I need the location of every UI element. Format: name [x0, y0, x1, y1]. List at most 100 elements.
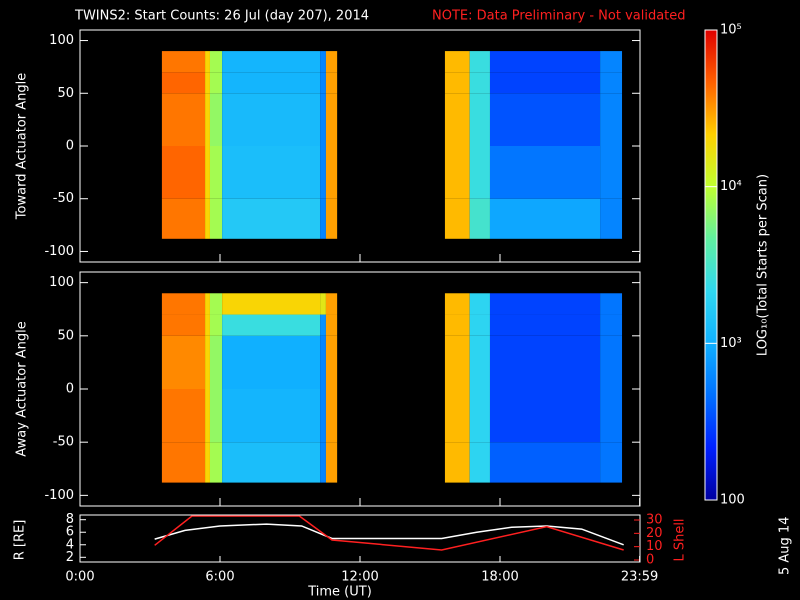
heatmap-cell: [205, 314, 210, 336]
colorbar-tick-label: 100: [720, 493, 745, 508]
heatmap-cell: [320, 335, 326, 389]
heatmap-cell: [444, 72, 470, 94]
y-tick-label: 6: [66, 525, 74, 540]
heatmap-cell: [222, 146, 321, 199]
heatmap-cell: [600, 442, 623, 483]
heatmap-cell: [320, 389, 326, 443]
heatmap-cell: [600, 51, 623, 73]
heatmap-cell: [222, 198, 321, 239]
heatmap-cell: [209, 314, 223, 336]
colorbar: [704, 29, 718, 501]
heatmap-cell: [444, 146, 470, 199]
heatmap-cell: [205, 72, 210, 94]
heatmap-cell: [209, 293, 223, 315]
heatmap-cell: [161, 293, 206, 315]
heatmap-cell: [222, 72, 321, 94]
heatmap-cell: [161, 335, 206, 389]
heatmap-cell: [161, 389, 206, 443]
y2-tick-label: 20: [646, 526, 663, 541]
heatmap-cell: [489, 198, 601, 239]
x-tick-label: 12:00: [341, 570, 378, 585]
heatmap-cell: [222, 389, 321, 443]
heatmap-cell: [320, 93, 326, 146]
heatmap-cell: [209, 198, 223, 239]
heatmap-cell: [209, 335, 223, 389]
heatmap-cell: [325, 93, 338, 146]
heatmap-cell: [325, 293, 338, 315]
heatmap-cell: [209, 93, 223, 146]
heatmap-cell: [469, 314, 490, 336]
heatmap-cell: [489, 93, 601, 146]
x-tick-label: 0:00: [65, 570, 94, 585]
heatmap-cell: [325, 198, 338, 239]
heatmap-cell: [161, 93, 206, 146]
heatmap-cell: [444, 198, 470, 239]
note: NOTE: Data Preliminary - Not validated: [432, 9, 686, 24]
heatmap-cell: [600, 146, 623, 199]
heatmap-cell: [222, 442, 321, 483]
heatmap-cell: [320, 72, 326, 94]
heatmap-cell: [489, 314, 601, 336]
heatmap-cell: [205, 51, 210, 73]
heatmap-cell: [209, 389, 223, 443]
heatmap-cell: [600, 72, 623, 94]
heatmap-cell: [325, 335, 338, 389]
y-tick-label: -50: [53, 435, 74, 450]
heatmap-cell: [320, 293, 326, 315]
heatmap-cell: [222, 335, 321, 389]
heatmap-cell: [222, 51, 321, 73]
heatmap-cell: [209, 146, 223, 199]
heatmap-cell: [469, 335, 490, 389]
colorbar-tick-label: 10⁵: [720, 23, 742, 38]
heatmap-cell: [222, 293, 321, 315]
y2-tick-label: 30: [646, 513, 663, 528]
heatmap-cell: [320, 198, 326, 239]
heatmap-cell: [600, 93, 623, 146]
heatmap-cell: [161, 442, 206, 483]
y-tick-label: 0: [66, 382, 74, 397]
heatmap-cell: [444, 51, 470, 73]
y-tick-label: 8: [66, 512, 74, 527]
heatmap-cell: [600, 389, 623, 443]
x-tick-label: 18:00: [481, 570, 518, 585]
heatmap-cell: [469, 72, 490, 94]
y-tick-label: 50: [57, 328, 74, 343]
heatmap-cell: [469, 442, 490, 483]
heatmap-cell: [161, 72, 206, 94]
heatmap-cell: [320, 442, 326, 483]
y-tick-label: 4: [66, 537, 74, 552]
heatmap-cell: [161, 51, 206, 73]
heatmap-cell: [320, 314, 326, 336]
colorbar-label: LOG₁₀(Total Starts per Scan): [756, 174, 771, 356]
heatmap-cell: [469, 93, 490, 146]
y-tick-label: 50: [57, 86, 74, 101]
heatmap-cell: [222, 314, 321, 336]
x-tick-label: 23:59: [621, 570, 658, 585]
y2-tick-label: 0: [646, 553, 654, 568]
orbit-line: [154, 515, 624, 551]
heatmap-cell: [205, 293, 210, 315]
heatmap-cell: [325, 51, 338, 73]
y-axis-label: Away Actuator Angle: [15, 321, 30, 456]
heatmap-cell: [444, 335, 470, 389]
heatmap-cell: [489, 389, 601, 443]
heatmap-cell: [489, 146, 601, 199]
y-tick-label: -100: [44, 488, 74, 503]
heatmap-cell: [325, 146, 338, 199]
heatmap-cell: [161, 198, 206, 239]
heatmap-cell: [469, 293, 490, 315]
heatmap-cell: [444, 442, 470, 483]
y-tick-label: -50: [53, 191, 74, 206]
heatmap-cell: [161, 146, 206, 199]
heatmap-cell: [325, 72, 338, 94]
heatmap-cell: [444, 293, 470, 315]
heatmap-cell: [205, 146, 210, 199]
heatmap-cell: [489, 293, 601, 315]
heatmap-cell: [325, 389, 338, 443]
heatmap-cell: [325, 442, 338, 483]
x-tick-label: 6:00: [205, 570, 234, 585]
y-tick-label: 2: [66, 550, 74, 565]
heatmap-cell: [161, 314, 206, 336]
y2-axis-label: L Shell: [673, 518, 688, 561]
